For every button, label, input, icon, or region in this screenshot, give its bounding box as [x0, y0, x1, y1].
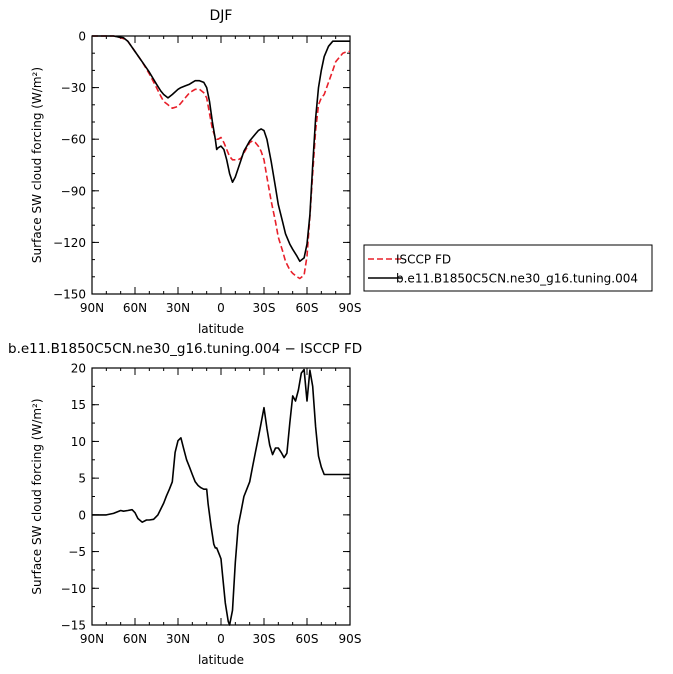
x-tick-label: 0: [217, 632, 225, 646]
y-tick-label: −120: [53, 236, 86, 250]
y-axis-label: Surface SW cloud forcing (W/m²): [30, 398, 44, 594]
y-tick-label: −5: [68, 545, 86, 559]
x-tick-label: 90S: [339, 301, 362, 315]
series-line-difference: [92, 368, 350, 626]
legend-box: [363, 244, 653, 292]
x-tick-label: 30S: [253, 301, 276, 315]
x-tick-label: 60S: [296, 301, 319, 315]
y-tick-label: −150: [53, 288, 86, 302]
series-line-b-e11-b1850c5cn-ne30-g16-tuning-004: [92, 35, 350, 263]
x-tick-label: 60N: [123, 632, 147, 646]
legend-label: ISCCP FD: [396, 253, 451, 267]
y-tick-label: −60: [61, 133, 86, 147]
y-tick-label: 10: [71, 435, 86, 449]
series-line-isccp-fd: [92, 35, 350, 280]
x-tick-label: 0: [217, 301, 225, 315]
y-tick-label: 0: [78, 30, 86, 44]
y-tick-label: 5: [78, 472, 86, 486]
y-tick-label: −10: [61, 582, 86, 596]
x-tick-label: 90S: [339, 632, 362, 646]
x-tick-label: 90N: [80, 632, 104, 646]
y-tick-label: −90: [61, 184, 86, 198]
y-tick-label: −30: [61, 81, 86, 95]
x-axis-label: latitude: [198, 653, 244, 667]
x-tick-label: 60S: [296, 632, 319, 646]
plot-frame: [91, 367, 351, 626]
plot-frame: [91, 35, 351, 295]
chart-title: DJF: [210, 8, 233, 24]
y-tick-label: 15: [71, 398, 86, 412]
x-tick-label: 60N: [123, 301, 147, 315]
x-tick-label: 30S: [253, 632, 276, 646]
y-tick-label: 0: [78, 508, 86, 522]
chart-title: b.e11.B1850C5CN.ne30_g16.tuning.004 − IS…: [8, 341, 362, 357]
x-tick-label: 30N: [166, 301, 190, 315]
y-tick-label: 20: [71, 362, 86, 376]
x-tick-label: 30N: [166, 632, 190, 646]
y-axis-label: Surface SW cloud forcing (W/m²): [30, 67, 44, 263]
x-tick-label: 90N: [80, 301, 104, 315]
legend-label: b.e11.B1850C5CN.ne30_g16.tuning.004: [396, 272, 638, 286]
x-axis-label: latitude: [198, 322, 244, 336]
y-tick-label: −15: [61, 619, 86, 633]
